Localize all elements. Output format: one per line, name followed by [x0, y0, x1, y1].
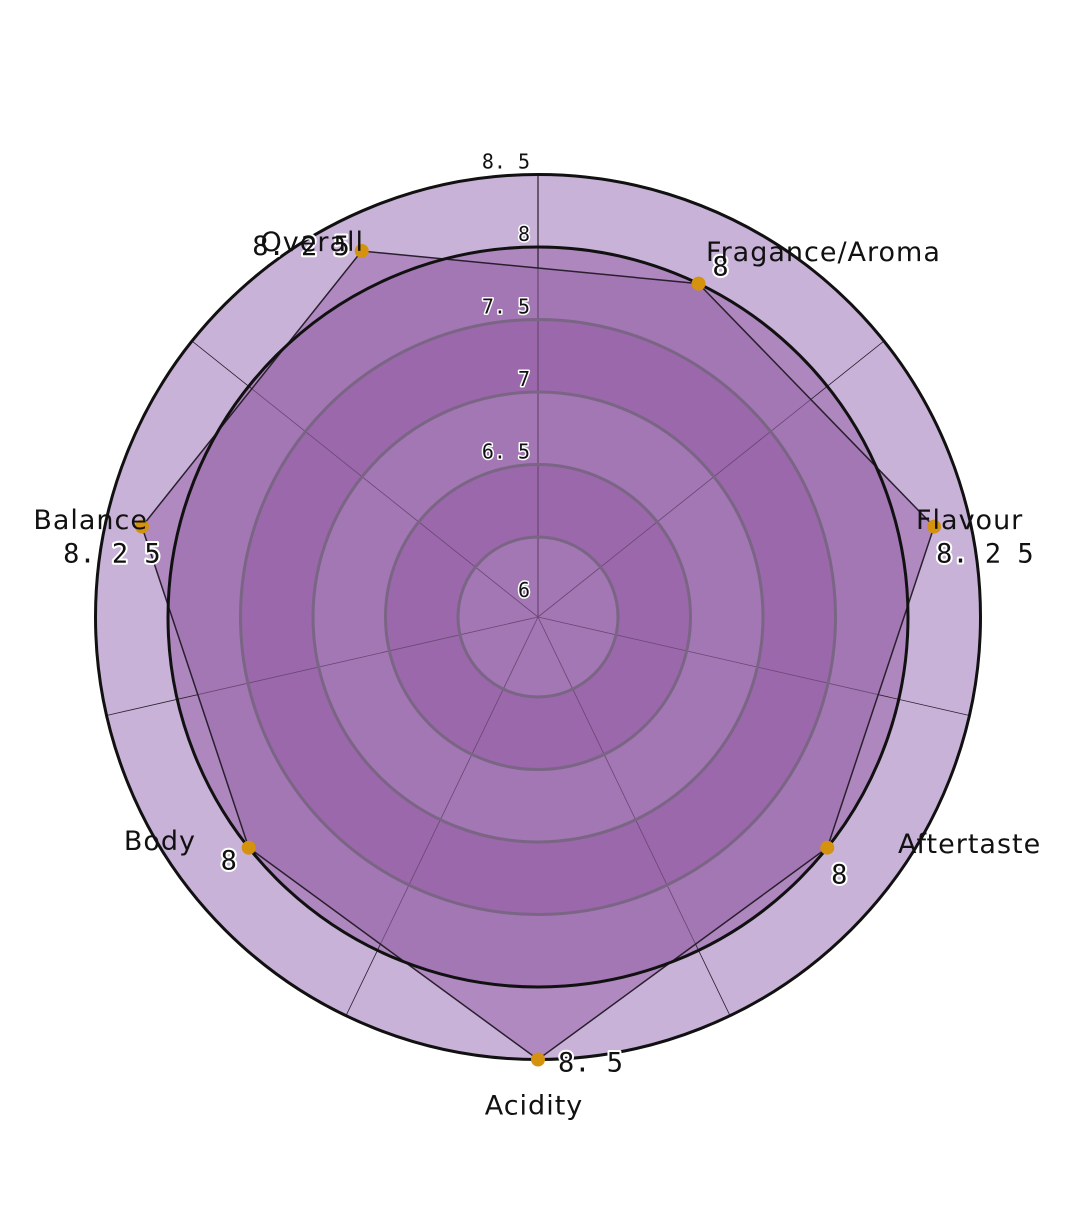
tick-label: 8 [518, 222, 530, 246]
category-label: Fragance/Aroma [706, 237, 941, 268]
category-label: Flavour [916, 505, 1023, 536]
ring-6 [456, 535, 620, 699]
category-label: Balance [33, 505, 148, 536]
value-label: 8 [831, 860, 847, 891]
data-value-labels: 8 8. 2 5 8 8. 5 8 8. 2 5 8. 2 5 [61, 229, 1035, 1081]
data-marker [354, 243, 369, 258]
ring-8 [166, 245, 910, 989]
value-label: 8. 5 [558, 1048, 623, 1079]
category-labels: Fragance/Aroma Flavour Aftertaste Acidity Bo… [33, 227, 1041, 1122]
data-marker [820, 840, 835, 855]
tick-label: 8. 5 [482, 150, 530, 174]
category-label: Aftertaste [898, 829, 1041, 860]
data-polygon-group [141, 250, 935, 1061]
tick-label: 6 [518, 578, 530, 602]
category-label: Body [124, 826, 196, 857]
data-marker [241, 840, 256, 855]
ring-7 [311, 390, 765, 844]
data-markers [134, 243, 942, 1067]
value-label: 8. 2 5 [63, 539, 161, 570]
grid-rings [94, 173, 982, 1061]
ring-6.5 [384, 463, 692, 771]
data-marker [531, 1052, 545, 1067]
data-marker [134, 519, 149, 534]
data-polygon [141, 250, 935, 1061]
data-marker [927, 519, 942, 534]
value-label: 8 [221, 846, 237, 877]
data-marker [691, 276, 706, 291]
radial-tick-labels: 6 6. 5 7 7. 5 8 8. 5 [480, 148, 531, 604]
tick-label: 6. 5 [482, 440, 530, 464]
ring-7.5 [239, 318, 837, 916]
tick-label: 7. 5 [482, 295, 530, 319]
category-label: Acidity [485, 1091, 584, 1122]
value-label: 8. 2 5 [936, 539, 1034, 570]
tick-label: 7 [518, 367, 530, 391]
category-label: Overall [261, 227, 365, 258]
value-label: 8 [712, 252, 728, 283]
value-label: 8. 2 5 [252, 231, 350, 262]
